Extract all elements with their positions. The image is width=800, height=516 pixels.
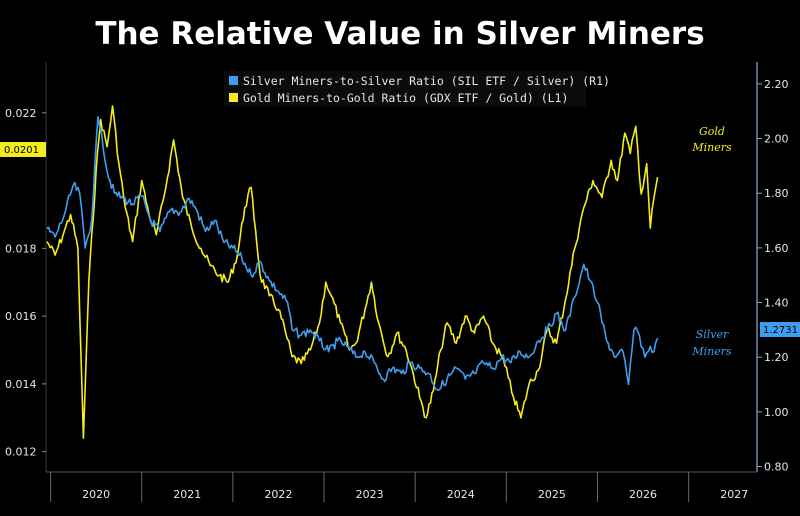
gold-annotation-line-1: Gold bbox=[699, 125, 725, 138]
right-tick-label: 1.80 bbox=[764, 187, 789, 200]
legend-box bbox=[224, 71, 586, 107]
right-tick-label: 2.00 bbox=[764, 133, 789, 146]
series-line-silver-miners bbox=[46, 115, 659, 391]
legend-label-silver: Silver Miners-to-Silver Ratio (SIL ETF /… bbox=[243, 74, 610, 88]
left-tick-label: 0.018 bbox=[5, 242, 37, 255]
x-tick-label: 2025 bbox=[538, 488, 566, 501]
silver-annotation: Silver Miners bbox=[691, 328, 732, 358]
legend-swatch-silver bbox=[229, 76, 238, 85]
right-tick-label: 1.60 bbox=[764, 242, 789, 255]
x-tick-label: 2021 bbox=[173, 488, 201, 501]
gold-last-value-tag: 0.0201 bbox=[0, 142, 46, 157]
x-tick-label: 2020 bbox=[82, 488, 110, 501]
left-tick-label: 0.022 bbox=[5, 107, 37, 120]
left-tick-label: 0.016 bbox=[5, 310, 37, 323]
silver-last-value-tag: 1.2731 bbox=[760, 322, 800, 337]
legend-swatch-gold bbox=[229, 93, 238, 102]
right-tick-label: 0.80 bbox=[764, 461, 789, 474]
right-tick-label: 2.20 bbox=[764, 78, 789, 91]
silver-last-value-box bbox=[760, 322, 800, 337]
x-tick-label: 2026 bbox=[629, 488, 657, 501]
legend: Silver Miners-to-Silver Ratio (SIL ETF /… bbox=[224, 71, 610, 107]
x-tick-label: 2023 bbox=[356, 488, 384, 501]
x-tick-label: 2027 bbox=[720, 488, 748, 501]
gold-last-value-box bbox=[0, 142, 46, 157]
left-tick-label: 0.014 bbox=[5, 378, 37, 391]
series-group bbox=[46, 105, 659, 439]
x-axis: 2020 2021 2022 2023 2024 2025 2026 2027 bbox=[46, 471, 757, 502]
chart-title: The Relative Value in Silver Miners bbox=[95, 16, 704, 52]
x-tick-label: 2024 bbox=[447, 488, 475, 501]
left-tick-label: 0.012 bbox=[5, 446, 37, 459]
right-tick-label: 1.40 bbox=[764, 297, 789, 310]
x-tick-label: 2022 bbox=[264, 488, 292, 501]
gold-last-value-label: 0.0201 bbox=[4, 145, 39, 156]
right-tick-label: 1.00 bbox=[764, 406, 789, 419]
right-axis: 0.80 1.00 1.20 1.40 1.60 1.80 2.00 2.20 bbox=[756, 62, 789, 474]
silver-last-value-label: 1.2731 bbox=[763, 325, 798, 336]
legend-label-gold: Gold Miners-to-Gold Ratio (GDX ETF / Gol… bbox=[243, 91, 568, 105]
silver-annotation-line-2: Miners bbox=[691, 345, 732, 358]
right-tick-label: 1.20 bbox=[764, 351, 789, 364]
left-axis: 0.012 0.014 0.016 0.018 0.022 bbox=[5, 62, 47, 472]
silver-annotation-line-1: Silver bbox=[696, 328, 729, 341]
gold-annotation: Gold Miners bbox=[691, 125, 732, 154]
gold-annotation-line-2: Miners bbox=[691, 141, 732, 154]
